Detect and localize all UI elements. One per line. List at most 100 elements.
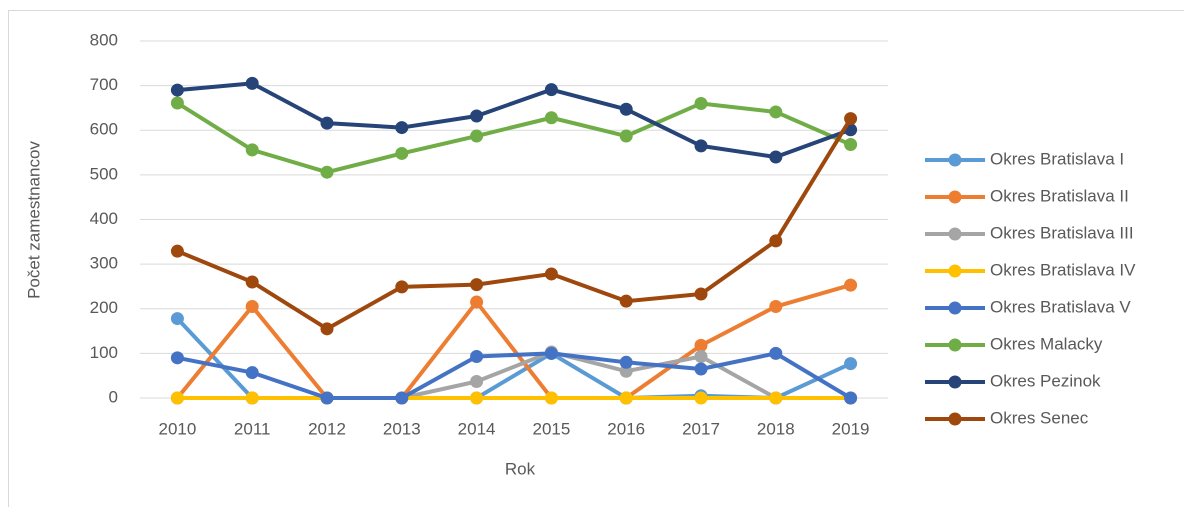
- y-axis-title: Počet zamestnancov: [24, 141, 43, 299]
- legend-label: Okres Bratislava I: [990, 149, 1124, 168]
- point: [470, 391, 484, 405]
- point: [170, 83, 184, 97]
- point: [544, 83, 558, 97]
- point: [694, 96, 708, 110]
- point: [619, 391, 633, 405]
- point: [395, 280, 409, 294]
- point: [170, 312, 184, 326]
- point: [245, 76, 259, 90]
- point: [619, 355, 633, 369]
- point: [619, 364, 633, 378]
- legend-label: Okres Pezinok: [990, 371, 1101, 390]
- legend-label: Okres Senec: [990, 408, 1089, 427]
- point: [395, 146, 409, 160]
- y-tick-label: 300: [90, 254, 118, 273]
- point: [170, 391, 184, 405]
- x-tick-label: 2018: [757, 419, 795, 438]
- point: [544, 346, 558, 360]
- legend-marker: [948, 264, 962, 278]
- point: [619, 102, 633, 116]
- series-line: [175, 283, 852, 400]
- point: [395, 121, 409, 135]
- point: [694, 287, 708, 301]
- legend-marker: [948, 412, 962, 426]
- point: [844, 391, 858, 405]
- point: [844, 357, 858, 371]
- point: [844, 278, 858, 292]
- x-tick-label: 2016: [607, 419, 645, 438]
- legend-label: Okres Bratislava III: [990, 223, 1134, 242]
- legend-marker: [948, 227, 962, 241]
- point: [245, 300, 259, 314]
- point: [769, 346, 783, 360]
- point: [694, 338, 708, 352]
- y-tick-label: 200: [90, 298, 118, 317]
- legend-marker: [948, 375, 962, 389]
- x-tick-label: 2011: [234, 419, 271, 438]
- point: [170, 351, 184, 365]
- point: [395, 391, 409, 405]
- point: [769, 234, 783, 248]
- point: [769, 300, 783, 314]
- y-tick-label: 400: [90, 209, 118, 228]
- series-line: [176, 117, 853, 331]
- legend-marker: [948, 301, 962, 315]
- x-tick-label: 2013: [383, 419, 421, 438]
- point: [844, 138, 858, 152]
- point: [170, 96, 184, 110]
- point: [544, 111, 558, 125]
- point: [470, 109, 484, 123]
- x-tick-label: 2017: [682, 419, 720, 438]
- x-axis-title: Rok: [505, 459, 536, 478]
- point: [320, 116, 334, 130]
- legend-label: Okres Bratislava V: [990, 297, 1131, 316]
- x-tick-label: 2012: [308, 419, 346, 438]
- y-tick-label: 0: [109, 387, 118, 406]
- point: [544, 267, 558, 281]
- point: [470, 129, 484, 143]
- point: [694, 349, 708, 363]
- point: [245, 143, 259, 157]
- point: [694, 362, 708, 376]
- y-tick-label: 600: [90, 120, 118, 139]
- legend-marker: [948, 153, 962, 167]
- point: [245, 275, 259, 289]
- point: [245, 391, 259, 405]
- legend-marker: [948, 338, 962, 352]
- point: [769, 391, 783, 405]
- point: [320, 391, 334, 405]
- x-tick-label: 2015: [532, 419, 570, 438]
- point: [544, 391, 558, 405]
- point: [320, 165, 334, 179]
- point: [619, 129, 633, 143]
- y-tick-label: 700: [90, 75, 118, 94]
- chart-frame: [8, 10, 1184, 507]
- y-tick-label: 500: [90, 164, 118, 183]
- point: [769, 105, 783, 119]
- series-line: [177, 81, 852, 160]
- legend-label: Okres Malacky: [990, 334, 1103, 353]
- series-line: [176, 101, 852, 175]
- x-tick-label: 2019: [832, 419, 870, 438]
- point: [320, 322, 334, 336]
- point: [470, 295, 484, 309]
- point: [619, 294, 633, 308]
- point: [245, 366, 259, 380]
- point: [470, 278, 484, 292]
- legend-label: Okres Bratislava IV: [990, 260, 1136, 279]
- point: [694, 391, 708, 405]
- point: [769, 150, 783, 164]
- point: [470, 374, 484, 388]
- point: [844, 112, 858, 126]
- series-line: [177, 351, 852, 400]
- legend-marker: [948, 190, 962, 204]
- legend-label: Okres Bratislava II: [990, 186, 1129, 205]
- point: [470, 349, 484, 363]
- y-tick-label: 100: [90, 343, 118, 362]
- y-tick-label: 800: [90, 30, 118, 49]
- point: [170, 244, 184, 258]
- x-tick-label: 2010: [158, 419, 196, 438]
- point: [694, 139, 708, 153]
- x-tick-label: 2014: [458, 419, 496, 438]
